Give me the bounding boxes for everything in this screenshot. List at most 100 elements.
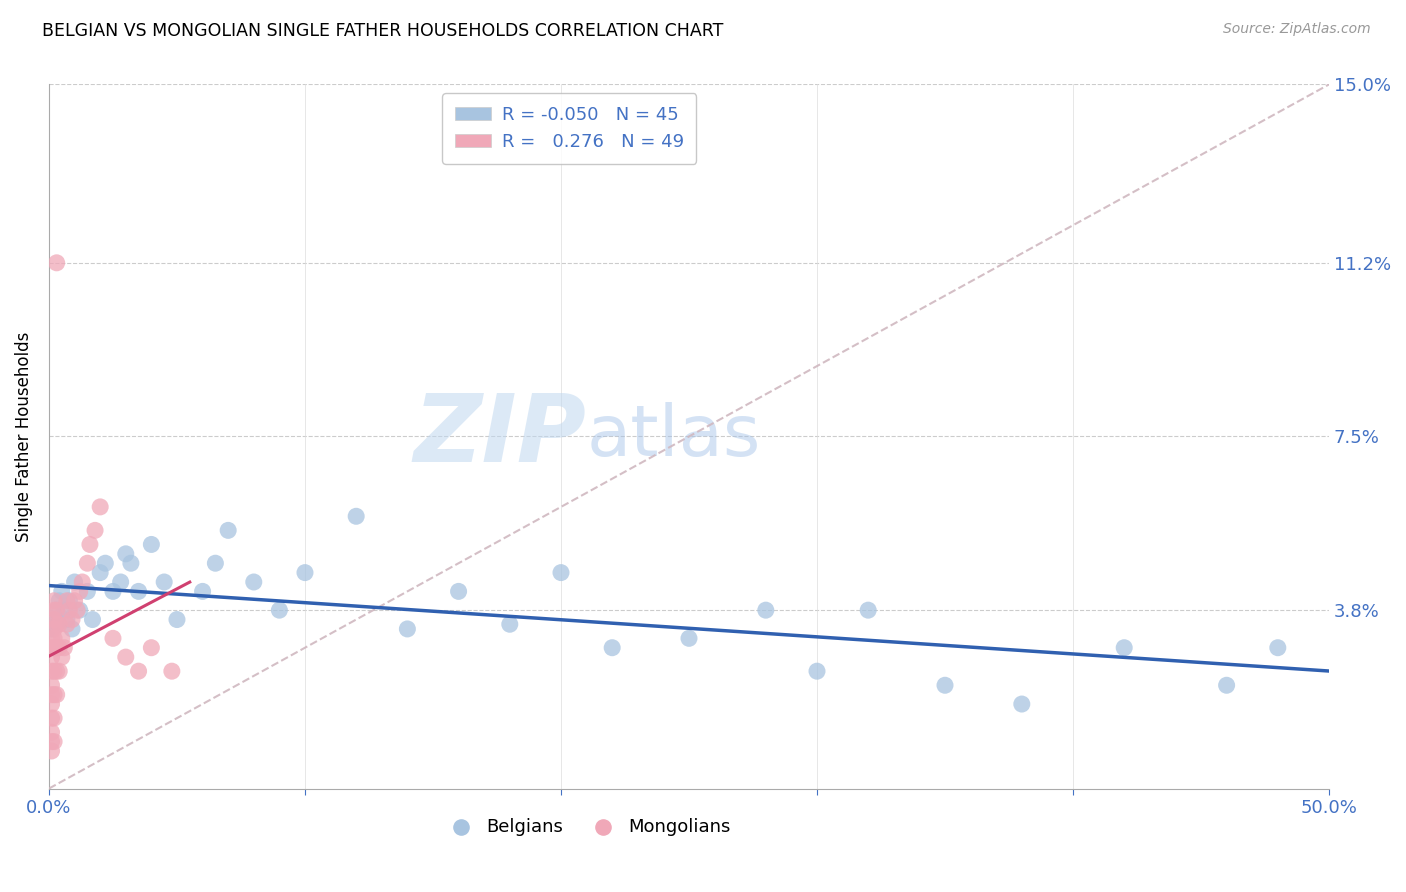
Point: [84, 524, 107, 538]
Point: [41, 678, 63, 692]
Point: [45, 256, 67, 270]
Point: [45, 617, 67, 632]
Point: [41, 640, 63, 655]
Point: [294, 566, 316, 580]
Point: [114, 547, 136, 561]
Point: [396, 622, 419, 636]
Point: [141, 640, 163, 655]
Legend: Belgians, Mongolians: Belgians, Mongolians: [436, 811, 738, 843]
Point: [45, 640, 67, 655]
Point: [42, 613, 65, 627]
Point: [41, 734, 63, 748]
Point: [45, 617, 67, 632]
Point: [42, 664, 65, 678]
Point: [45, 603, 67, 617]
Point: [42, 711, 65, 725]
Point: [42, 688, 65, 702]
Point: [1114, 640, 1136, 655]
Point: [42, 594, 65, 608]
Point: [160, 664, 183, 678]
Point: [1267, 640, 1289, 655]
Point: [60, 613, 83, 627]
Point: [41, 650, 63, 665]
Point: [141, 537, 163, 551]
Point: [63, 574, 86, 589]
Point: [41, 744, 63, 758]
Text: ZIP: ZIP: [413, 391, 586, 483]
Point: [1215, 678, 1237, 692]
Point: [53, 603, 76, 617]
Point: [63, 594, 86, 608]
Point: [600, 640, 623, 655]
Point: [166, 613, 188, 627]
Point: [89, 566, 111, 580]
Point: [58, 603, 80, 617]
Point: [51, 584, 73, 599]
Point: [120, 556, 142, 570]
Point: [499, 617, 522, 632]
Point: [69, 584, 91, 599]
Point: [45, 664, 67, 678]
Point: [48, 664, 70, 678]
Point: [51, 632, 73, 646]
Point: [41, 697, 63, 711]
Point: [114, 650, 136, 665]
Point: [42, 603, 65, 617]
Point: [76, 584, 98, 599]
Point: [447, 584, 470, 599]
Point: [56, 594, 79, 608]
Y-axis label: Single Father Households: Single Father Households: [15, 331, 32, 541]
Point: [45, 603, 67, 617]
Point: [48, 594, 70, 608]
Point: [806, 664, 828, 678]
Point: [42, 613, 65, 627]
Point: [41, 688, 63, 702]
Text: BELGIAN VS MONGOLIAN SINGLE FATHER HOUSEHOLDS CORRELATION CHART: BELGIAN VS MONGOLIAN SINGLE FATHER HOUSE…: [42, 22, 724, 40]
Point: [153, 574, 176, 589]
Point: [101, 584, 124, 599]
Point: [191, 584, 214, 599]
Point: [58, 594, 80, 608]
Point: [82, 613, 104, 627]
Point: [66, 603, 89, 617]
Text: atlas: atlas: [586, 402, 761, 471]
Point: [45, 688, 67, 702]
Point: [42, 632, 65, 646]
Point: [755, 603, 778, 617]
Point: [51, 650, 73, 665]
Point: [41, 725, 63, 739]
Point: [41, 622, 63, 636]
Point: [678, 632, 700, 646]
Point: [101, 632, 124, 646]
Point: [128, 584, 150, 599]
Point: [53, 640, 76, 655]
Point: [128, 664, 150, 678]
Point: [76, 556, 98, 570]
Point: [48, 640, 70, 655]
Point: [41, 632, 63, 646]
Point: [204, 556, 226, 570]
Point: [56, 613, 79, 627]
Text: Source: ZipAtlas.com: Source: ZipAtlas.com: [1223, 22, 1371, 37]
Point: [56, 617, 79, 632]
Point: [79, 537, 101, 551]
Point: [217, 524, 239, 538]
Point: [48, 617, 70, 632]
Point: [242, 574, 264, 589]
Point: [42, 640, 65, 655]
Point: [72, 574, 94, 589]
Point: [110, 574, 132, 589]
Point: [94, 556, 117, 570]
Point: [41, 664, 63, 678]
Point: [856, 603, 879, 617]
Point: [41, 711, 63, 725]
Point: [60, 622, 83, 636]
Point: [269, 603, 291, 617]
Point: [42, 622, 65, 636]
Point: [1011, 697, 1033, 711]
Point: [344, 509, 367, 524]
Point: [550, 566, 572, 580]
Point: [42, 734, 65, 748]
Point: [69, 603, 91, 617]
Point: [934, 678, 956, 692]
